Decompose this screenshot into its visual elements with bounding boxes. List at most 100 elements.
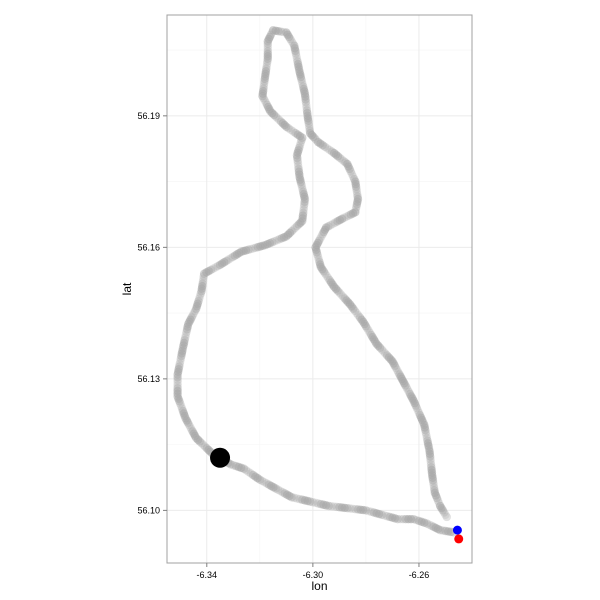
track-point bbox=[402, 383, 411, 392]
track-point bbox=[329, 502, 339, 511]
track-point bbox=[333, 286, 342, 295]
track-point bbox=[285, 228, 295, 238]
track-point bbox=[200, 442, 210, 451]
highlight-points bbox=[210, 447, 464, 544]
track-point bbox=[177, 404, 187, 413]
track-point bbox=[220, 258, 229, 267]
track-point bbox=[298, 495, 307, 504]
track-point bbox=[175, 359, 184, 369]
track-point bbox=[261, 98, 271, 107]
grid-minor bbox=[167, 15, 472, 563]
track-point bbox=[263, 47, 272, 56]
track-point bbox=[296, 72, 305, 82]
track-point bbox=[421, 428, 431, 437]
track-point bbox=[222, 256, 231, 266]
track-point bbox=[176, 401, 186, 411]
track-point bbox=[400, 379, 409, 388]
track-point bbox=[377, 345, 387, 354]
track-point bbox=[293, 130, 302, 139]
track-point bbox=[295, 141, 305, 150]
track-point bbox=[300, 496, 310, 505]
track-point bbox=[420, 423, 429, 432]
track-point bbox=[352, 184, 361, 194]
track-point bbox=[431, 491, 441, 500]
track-point bbox=[186, 422, 195, 432]
track-point bbox=[246, 244, 256, 254]
track-point bbox=[259, 84, 268, 93]
track-point bbox=[398, 514, 408, 524]
track-point bbox=[389, 359, 398, 368]
grid-major bbox=[167, 15, 472, 563]
track-point bbox=[276, 117, 286, 126]
track-point bbox=[356, 505, 365, 514]
track-point bbox=[427, 521, 436, 530]
track-point bbox=[375, 343, 385, 352]
track-point bbox=[437, 504, 446, 513]
track-point bbox=[298, 211, 308, 220]
track-point bbox=[304, 116, 313, 126]
track-point bbox=[316, 499, 326, 509]
track-point bbox=[199, 274, 208, 283]
track-point bbox=[439, 508, 449, 517]
track-point bbox=[348, 504, 357, 514]
y-tick-label: 56.19 bbox=[137, 111, 160, 121]
x-tick-label: -6.34 bbox=[197, 570, 218, 580]
track-point bbox=[173, 386, 182, 396]
track-point bbox=[209, 264, 218, 273]
track-point bbox=[248, 470, 258, 480]
track-point bbox=[337, 503, 347, 512]
y-axis-title: lat bbox=[120, 282, 134, 295]
track-point bbox=[291, 128, 300, 138]
track-point bbox=[392, 365, 402, 375]
track-point bbox=[278, 119, 288, 128]
track-point bbox=[299, 205, 308, 215]
track-point bbox=[265, 239, 275, 248]
highlight-point-large-black bbox=[210, 447, 231, 468]
track-point bbox=[198, 279, 207, 288]
track-point bbox=[328, 219, 338, 229]
track-point bbox=[251, 472, 260, 481]
track-point bbox=[333, 152, 343, 161]
track-point bbox=[374, 341, 383, 350]
track-point bbox=[241, 246, 251, 255]
track-point bbox=[313, 253, 323, 262]
track-point bbox=[262, 100, 272, 110]
track-point bbox=[179, 409, 188, 418]
track-point bbox=[181, 330, 191, 339]
track-point bbox=[321, 269, 330, 278]
track-point bbox=[367, 507, 376, 517]
track-point bbox=[320, 142, 330, 152]
track-point bbox=[318, 265, 327, 274]
track-point bbox=[429, 522, 438, 532]
track-point bbox=[299, 208, 308, 218]
track-point bbox=[275, 115, 284, 125]
track-point bbox=[189, 429, 199, 438]
track-point bbox=[379, 347, 388, 356]
track-point bbox=[344, 211, 353, 220]
track-point bbox=[292, 494, 302, 503]
track-points bbox=[173, 26, 458, 537]
track-point bbox=[263, 49, 272, 59]
track-point bbox=[173, 375, 182, 385]
track-point bbox=[304, 119, 313, 128]
track-point bbox=[333, 217, 342, 226]
track-point bbox=[198, 281, 207, 291]
track-point bbox=[382, 512, 392, 521]
track-point bbox=[298, 187, 308, 197]
track-point bbox=[428, 473, 437, 483]
track-point bbox=[244, 245, 253, 254]
track-point bbox=[350, 306, 360, 316]
track-point bbox=[411, 401, 420, 410]
track-point bbox=[347, 169, 357, 179]
track-point bbox=[319, 267, 328, 276]
track-point bbox=[294, 146, 303, 155]
track-point bbox=[297, 77, 307, 86]
track-point bbox=[174, 365, 183, 374]
track-point bbox=[331, 284, 341, 293]
track-point bbox=[364, 326, 373, 335]
track-point bbox=[262, 479, 271, 488]
track-point bbox=[287, 227, 296, 236]
track-point bbox=[319, 500, 328, 509]
track-point bbox=[425, 449, 435, 459]
track-point bbox=[268, 238, 277, 247]
